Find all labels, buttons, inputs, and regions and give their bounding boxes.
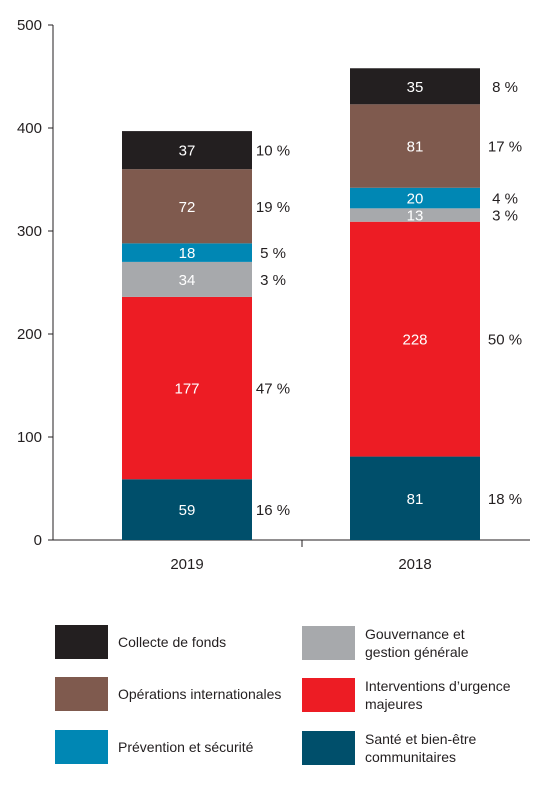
x-tick-label: 2018 [398,556,431,573]
y-tick-label: 0 [34,532,42,549]
data-label: 13 [407,208,424,225]
legend-swatch [302,626,355,660]
y-tick-label: 100 [17,429,42,446]
legend-swatch [55,625,108,659]
data-label: 81 [407,139,424,156]
percent-label: 50 % [488,332,522,349]
percent-label: 17 % [488,139,522,156]
legend-label: Santé et bien-être communitaires [365,731,477,765]
percent-label: 5 % [260,245,286,262]
data-label: 72 [179,199,196,216]
percent-label: 3 % [492,208,518,225]
percent-label: 3 % [260,272,286,289]
y-tick-label: 200 [17,326,42,343]
legend-label: Collecte de fonds [118,634,227,650]
data-label: 59 [179,502,196,519]
legend-label: Prévention et sécurité [118,739,254,755]
y-tick-label: 400 [17,120,42,137]
percent-label: 47 % [256,381,290,398]
bar-segment [122,131,252,170]
legend-label: Interventions d’urgence majeures [365,678,511,712]
legend-swatch [55,677,108,711]
bar-segment [122,296,252,480]
x-tick-label: 2019 [170,556,203,573]
data-label: 228 [402,332,427,349]
bar-segment [122,169,252,244]
legend-item-collecte-de-fonds: Collecte de fonds [55,625,298,659]
legend-item-gouvernance: Gouvernance et gestion générale [302,625,505,661]
bar-segment [350,221,480,457]
data-label: 37 [179,143,196,160]
stacked-bar-chart: 0 100 200 300 400 500 59 16 % 177 47 % 34 3 % 18 5 % 7… [17,17,530,573]
data-label: 35 [407,79,424,96]
legend-swatch [302,731,355,765]
bar-segment [350,104,480,188]
legend-label: Opérations internationales [118,686,282,702]
bar-segment [350,208,480,222]
percent-label: 19 % [256,199,290,216]
bar-segment [122,479,252,540]
legend-item-prevention-securite: Prévention et sécurité [55,730,298,764]
data-label: 20 [407,191,424,208]
data-label: 18 [179,245,196,262]
bar-segment [122,243,252,262]
data-label: 81 [407,491,424,508]
legend-item-operations-internationales: Opérations internationales [55,677,298,711]
legend-item-interventions-urgence: Interventions d’urgence majeures [302,677,525,713]
percent-label: 10 % [256,143,290,160]
data-label: 34 [179,272,196,289]
legend-item-sante-bien-etre: Santé et bien-être communitaires [302,730,505,766]
percent-label: 18 % [488,491,522,508]
percent-label: 16 % [256,502,290,519]
data-label: 177 [174,381,199,398]
bar-segment [350,68,480,105]
legend-label: Gouvernance et gestion générale [365,626,469,660]
bar-segment [350,187,480,209]
bar-segment [350,456,480,540]
legend-swatch [55,730,108,764]
percent-label: 8 % [492,79,518,96]
legend-swatch [302,678,355,712]
percent-label: 4 % [492,191,518,208]
y-tick-label: 500 [17,17,42,34]
bar-segment [122,261,252,297]
y-tick-label: 300 [17,223,42,240]
